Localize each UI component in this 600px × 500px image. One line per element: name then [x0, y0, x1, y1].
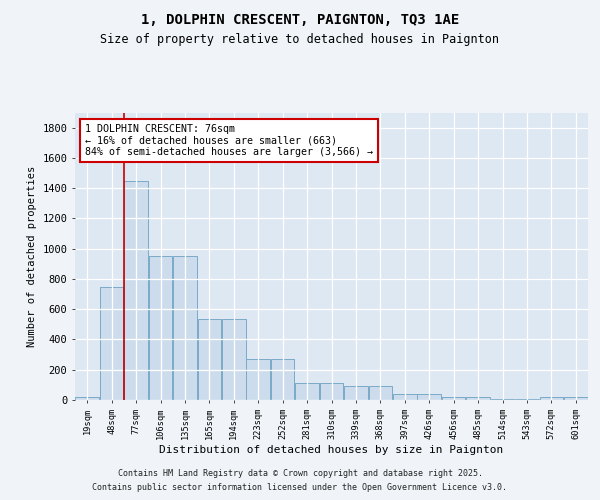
Bar: [564, 398, 587, 400]
Bar: [247, 359, 270, 400]
Text: Contains public sector information licensed under the Open Government Licence v3: Contains public sector information licen…: [92, 484, 508, 492]
Bar: [149, 256, 172, 400]
Bar: [368, 386, 392, 400]
Bar: [442, 398, 466, 400]
Text: 1, DOLPHIN CRESCENT, PAIGNTON, TQ3 1AE: 1, DOLPHIN CRESCENT, PAIGNTON, TQ3 1AE: [141, 12, 459, 26]
Bar: [515, 399, 539, 400]
Bar: [76, 397, 99, 400]
Bar: [539, 398, 563, 400]
Bar: [393, 394, 416, 400]
Bar: [222, 319, 245, 400]
Bar: [491, 399, 514, 400]
Text: 1 DOLPHIN CRESCENT: 76sqm
← 16% of detached houses are smaller (663)
84% of semi: 1 DOLPHIN CRESCENT: 76sqm ← 16% of detac…: [85, 124, 373, 157]
Text: Contains HM Land Registry data © Crown copyright and database right 2025.: Contains HM Land Registry data © Crown c…: [118, 468, 482, 477]
Bar: [100, 286, 124, 400]
Bar: [124, 180, 148, 400]
Bar: [320, 382, 343, 400]
Bar: [295, 382, 319, 400]
Text: Size of property relative to detached houses in Paignton: Size of property relative to detached ho…: [101, 32, 499, 46]
Bar: [344, 386, 368, 400]
Bar: [418, 394, 441, 400]
Bar: [197, 319, 221, 400]
Bar: [271, 359, 295, 400]
Bar: [173, 256, 197, 400]
Y-axis label: Number of detached properties: Number of detached properties: [27, 166, 37, 347]
X-axis label: Distribution of detached houses by size in Paignton: Distribution of detached houses by size …: [160, 444, 503, 454]
Bar: [466, 398, 490, 400]
